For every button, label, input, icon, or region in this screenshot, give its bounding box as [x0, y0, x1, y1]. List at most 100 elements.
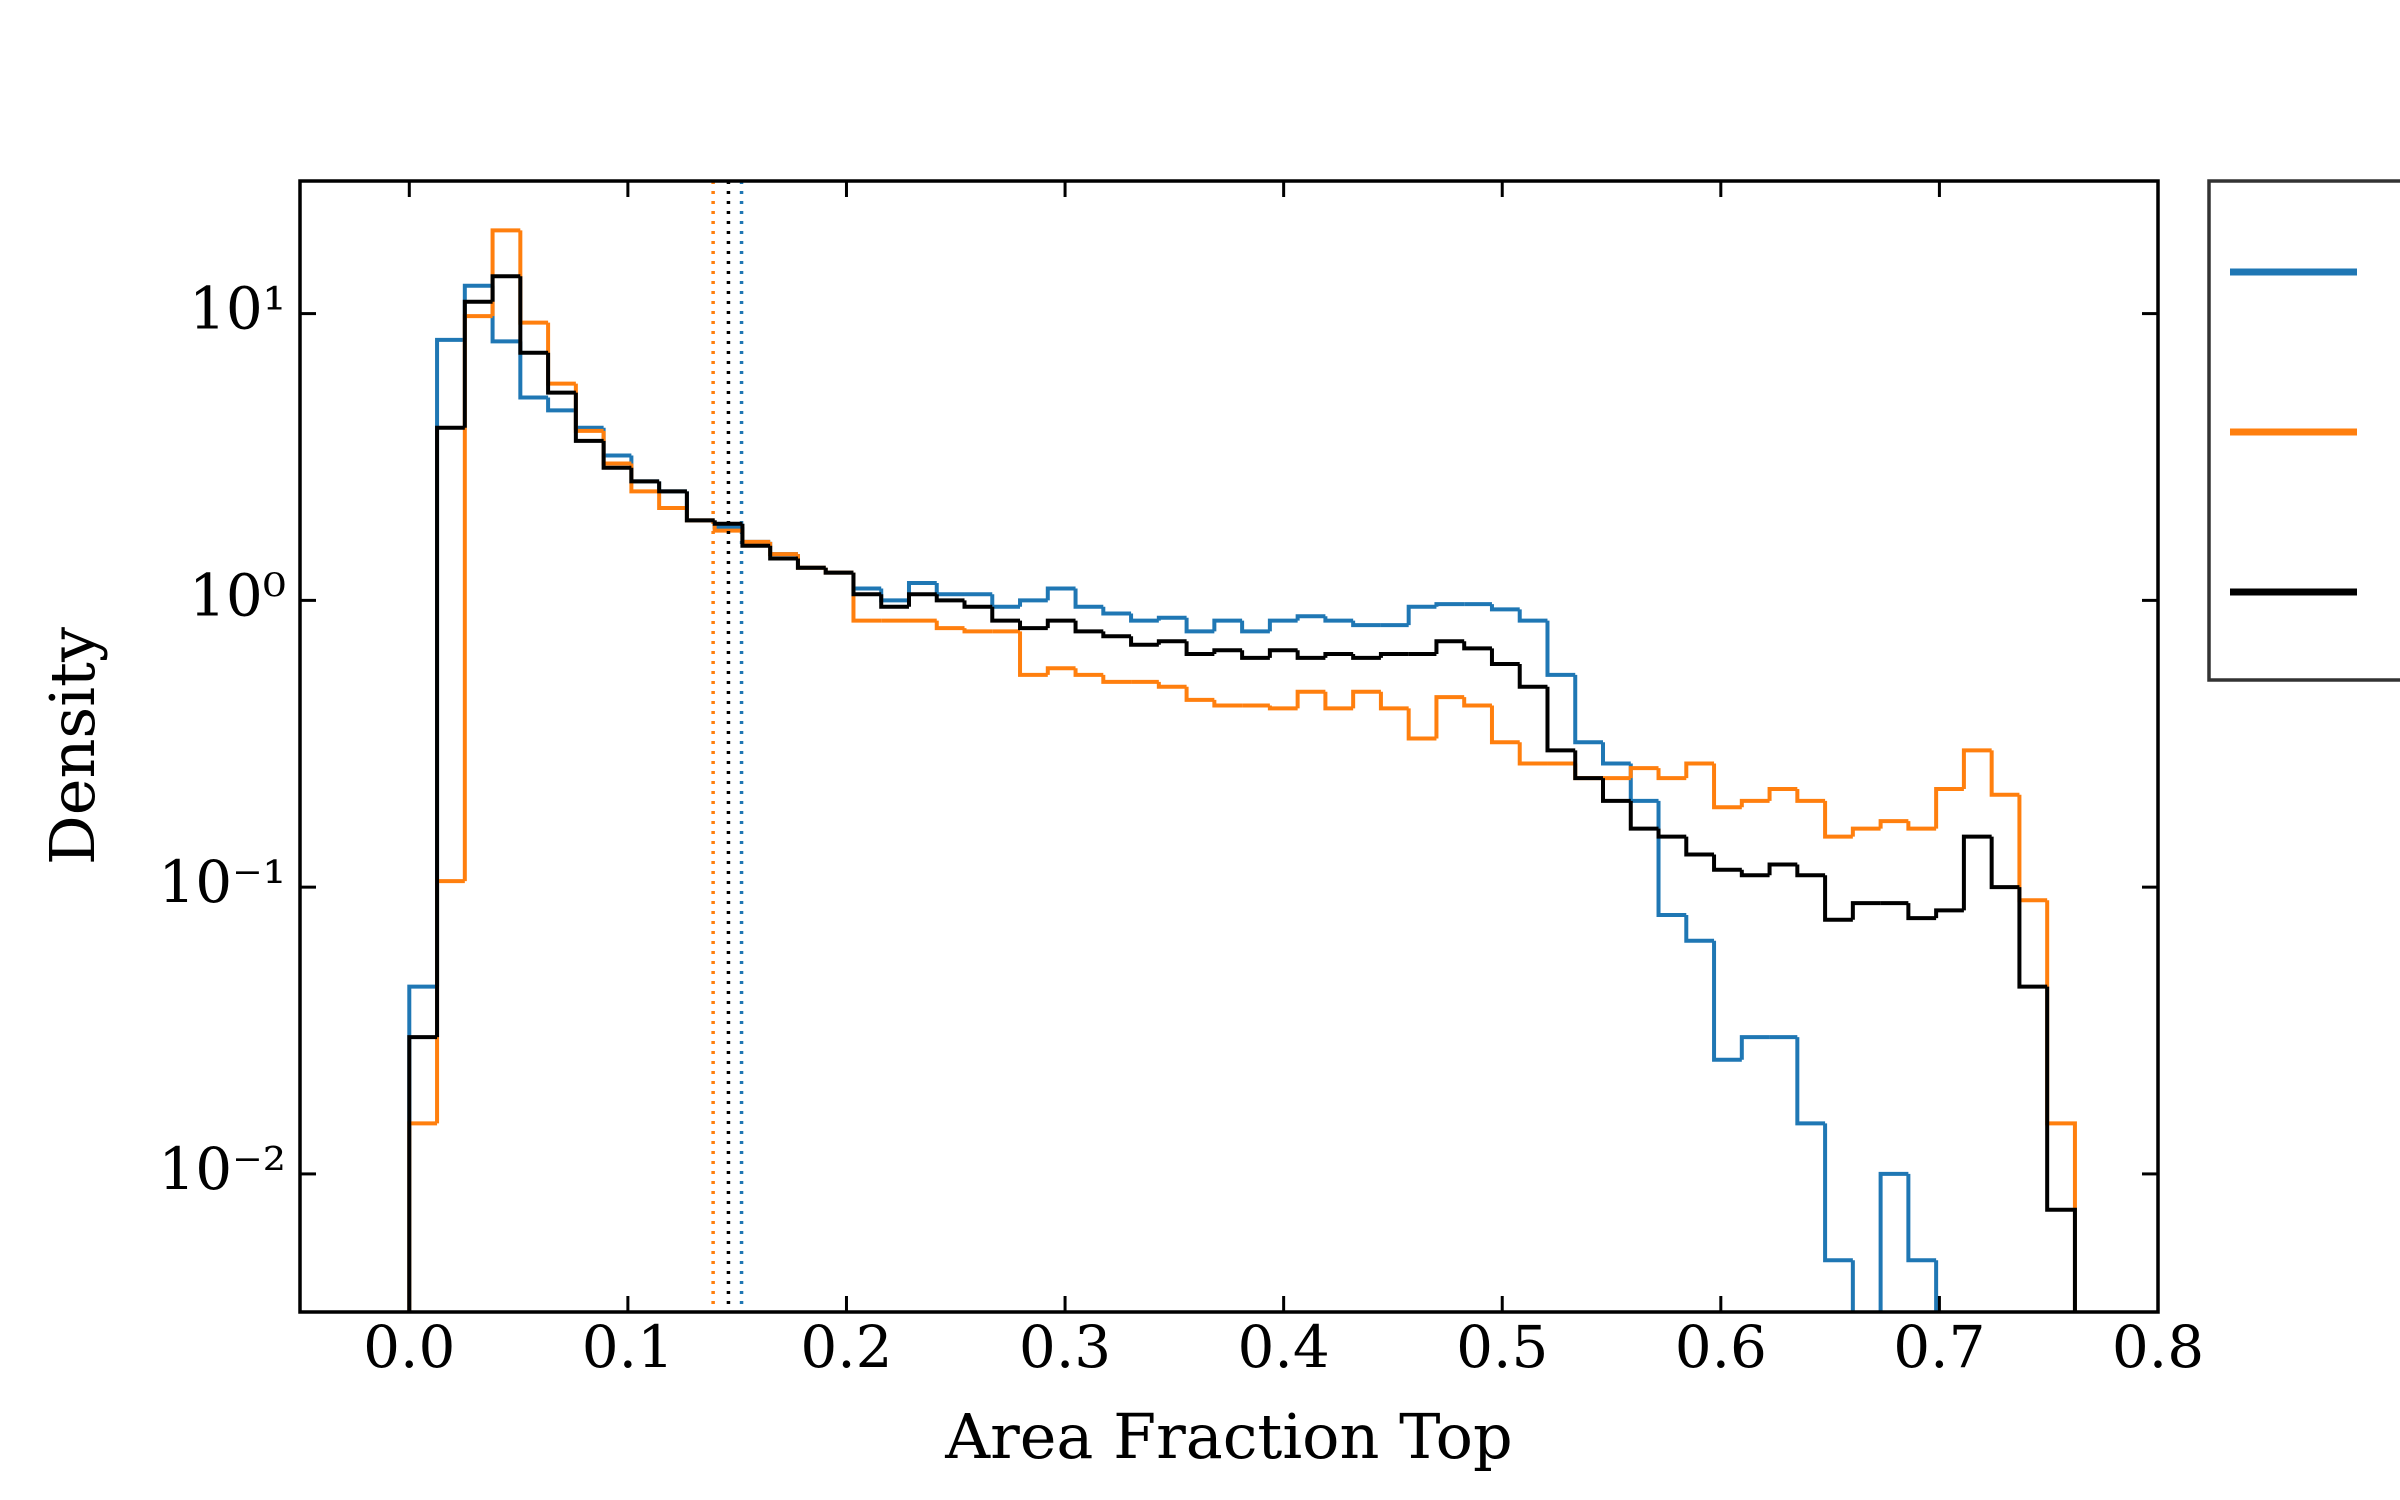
histogram-step — [657, 481, 687, 494]
histogram-step — [2045, 986, 2077, 1312]
histogram-step — [1351, 620, 1381, 628]
histogram-step — [1517, 742, 1548, 766]
histogram-step — [1240, 650, 1270, 660]
histogram-step — [1961, 748, 1992, 789]
x-tick-label: 0.2 — [800, 1313, 892, 1381]
histogram-step — [1934, 786, 1964, 829]
histogram-step — [1267, 648, 1298, 658]
histogram-step — [1101, 674, 1132, 684]
histogram-step — [462, 299, 493, 428]
x-tick-label: 0.6 — [1675, 1313, 1767, 1381]
y-tick-label: 10⁻¹ — [158, 848, 286, 916]
histogram-step — [1129, 636, 1159, 647]
histogram-step — [1489, 648, 1520, 666]
histogram-step — [1212, 618, 1243, 632]
y-tick-label: 10⁻² — [158, 1135, 286, 1203]
histogram-step — [1989, 836, 2020, 890]
histogram-step — [1823, 875, 1853, 922]
histogram-step — [1351, 689, 1381, 709]
histogram-step — [1267, 705, 1298, 711]
histogram-step — [906, 592, 937, 607]
histogram-step — [1739, 869, 1770, 878]
x-tick-label: 0.0 — [363, 1313, 455, 1381]
histogram-step — [1795, 864, 1826, 878]
histogram-step — [1462, 697, 1492, 708]
histogram-step — [1018, 598, 1048, 607]
histogram-step — [1295, 650, 1326, 660]
histogram-step — [1184, 641, 1215, 657]
x-tick-label: 0.3 — [1019, 1313, 1111, 1381]
histogram-step — [601, 440, 632, 470]
histogram-step — [518, 276, 549, 355]
histogram-step — [1573, 750, 1603, 781]
histogram-step — [1545, 686, 1576, 753]
histogram-step — [1850, 901, 1881, 920]
histogram-step — [934, 594, 965, 603]
histogram-step — [1601, 742, 1631, 766]
x-tick-label: 0.8 — [2112, 1313, 2204, 1381]
histogram-step — [1045, 586, 1076, 601]
histogram-step — [1656, 828, 1687, 839]
histogram-step — [1684, 761, 1715, 779]
histogram-step — [1656, 800, 1687, 917]
histogram-step — [1323, 652, 1354, 658]
histogram-step — [2017, 887, 2048, 989]
histogram-step — [1073, 588, 1104, 609]
histogram-step — [1906, 903, 1937, 921]
histogram-step — [712, 520, 743, 526]
x-tick-label: 0.1 — [582, 1313, 674, 1381]
histogram-step — [546, 397, 576, 413]
histogram-step — [1489, 604, 1520, 612]
histogram-step — [1434, 639, 1465, 655]
histogram-step — [879, 594, 909, 609]
histogram-step — [573, 392, 604, 443]
histogram-step — [1601, 778, 1631, 803]
histogram-step — [1712, 763, 1742, 810]
histogram-step — [1712, 854, 1742, 872]
histogram-step — [1212, 699, 1243, 708]
histogram-step — [1295, 614, 1326, 621]
histogram-step — [1406, 708, 1437, 741]
histogram-step — [1878, 819, 1909, 829]
histogram-step — [768, 545, 798, 561]
histogram-step — [1545, 620, 1576, 677]
histogram-step — [407, 1035, 438, 1312]
histogram-step — [1712, 940, 1742, 1062]
histogram-step — [1517, 609, 1548, 623]
y-tick-label: 10¹ — [189, 275, 286, 343]
histogram-step — [518, 341, 549, 400]
histogram-step — [740, 523, 771, 548]
histogram-step — [1767, 786, 1798, 801]
histogram-step — [1850, 1260, 1855, 1312]
histogram-step — [1045, 666, 1076, 675]
histogram-step — [1323, 616, 1354, 623]
plot-frame — [298, 179, 2160, 1314]
histogram-step — [1184, 617, 1215, 634]
histogram-step — [1961, 834, 1992, 911]
histogram-step — [1378, 691, 1409, 711]
histogram-step — [1018, 620, 1048, 631]
histogram-step — [1378, 652, 1409, 658]
histogram-step — [1989, 750, 2020, 797]
histogram-step — [1656, 768, 1687, 781]
plot-area — [407, 181, 2077, 1312]
histogram-step — [1739, 798, 1770, 808]
x-axis-label: Area Fraction Top — [944, 1400, 1512, 1473]
histogram-step — [1073, 620, 1104, 634]
x-tick-label: 0.7 — [1893, 1313, 1985, 1381]
histogram-step — [1628, 800, 1659, 831]
histogram-step — [1323, 691, 1354, 711]
histogram-step — [1267, 618, 1298, 632]
histogram-step — [1906, 1173, 1937, 1263]
histogram-step — [1184, 686, 1215, 702]
histogram-step — [823, 567, 854, 575]
histogram-step — [1351, 654, 1381, 660]
y-axis-label: Density — [36, 627, 109, 865]
histogram-step — [934, 620, 965, 631]
histogram-step — [1129, 613, 1159, 623]
axes: 0.0 0.1 0.2 0.3 0.4 0.5 0.6 0.7 0.8 10⁻² 10⁻¹ 10⁰ 10… — [158, 181, 2204, 1381]
histogram-step — [1739, 1035, 1770, 1060]
histogram-step — [1156, 615, 1187, 621]
